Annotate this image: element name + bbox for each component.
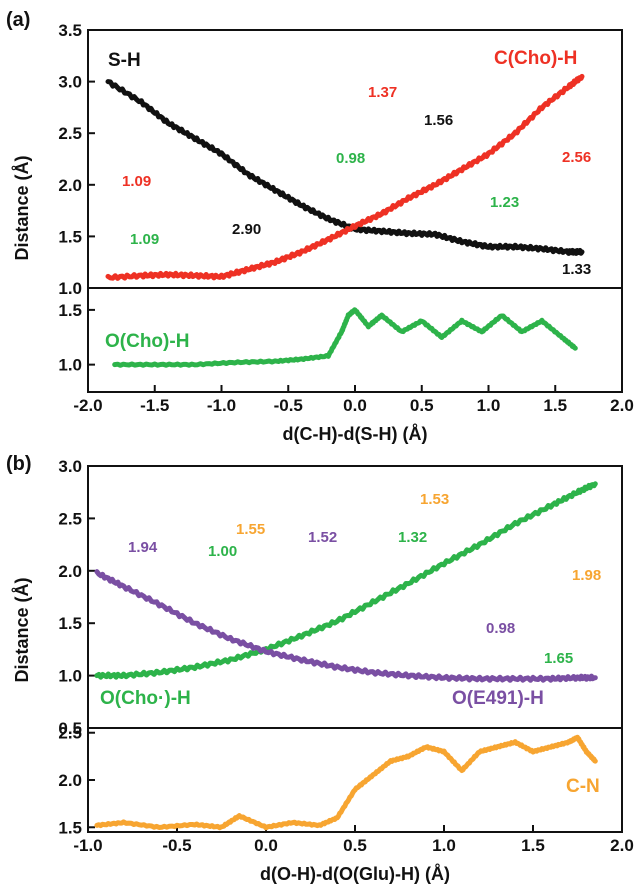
panel-b-x-axis-label: d(O-H)-d(O(Glu)-H) (Å) — [260, 864, 450, 884]
annotation-2-56: 2.56 — [562, 149, 591, 166]
annotation-1-52: 1.52 — [308, 529, 337, 546]
annotation-2-90: 2.90 — [232, 221, 261, 238]
annotation-1-53: 1.53 — [420, 491, 449, 508]
panel-a: (a) 1.0 1.5 2.0 2.5 3.0 3.5 1.0 1.5 -2.0 -1.5 -1.0… — [6, 9, 634, 444]
series-label-o-cho-h: O(Cho)-H — [105, 331, 189, 352]
panel-a-bottom-ytick-label: 1.0 — [58, 356, 82, 375]
panel-b: (b) 0.5 1.0 1.5 2.0 2.5 3.0 1.5 2.0 2.5 -1.0 -0.5 0… — [6, 453, 634, 884]
panel-a-xtick-label: -1.5 — [140, 396, 169, 415]
series-label-c-n: C-N — [566, 776, 600, 797]
panel-b-top-ytick-label: 3.0 — [58, 457, 82, 476]
panel-b-top-ytick-label: 2.5 — [58, 509, 82, 528]
panel-a-xtick-label: -0.5 — [274, 396, 303, 415]
panel-b-xtick-label: -1.0 — [73, 836, 102, 855]
annotation-0-98: 0.98 — [336, 150, 365, 167]
panel-b-top-ytick-label: 1.0 — [58, 667, 82, 686]
panel-b-bottom-ytick-label: 2.5 — [58, 724, 82, 743]
panel-a-top-ytick-label: 1.5 — [58, 227, 82, 246]
panel-b-bottom-plot-area — [87, 727, 623, 833]
panel-a-top-ytick-label: 1.0 — [58, 279, 82, 298]
panel-a-top-ytick-label: 2.5 — [58, 124, 82, 143]
annotation-1-37: 1.37 — [368, 84, 397, 101]
annotation-1-65: 1.65 — [544, 650, 573, 667]
panel-b-top-ytick-label: 0.5 — [58, 719, 82, 738]
annotation-1-56: 1.56 — [424, 112, 453, 129]
panel-a-bottom-series-o-cho-h — [112, 307, 578, 368]
panel-a-xtick-label: 0.5 — [410, 396, 434, 415]
panel-b-top-ytick-label: 1.5 — [58, 614, 82, 633]
annotation-1-94: 1.94 — [128, 539, 158, 556]
panel-b-label: (b) — [6, 453, 32, 475]
panel-a-x-axis-label: d(C-H)-d(S-H) (Å) — [283, 424, 428, 444]
series-label-o-e491-h: O(E491)-H — [452, 688, 544, 709]
panel-a-top-ytick-label: 3.0 — [58, 73, 82, 92]
panel-b-top-series-o-cho-h — [94, 481, 598, 680]
panel-b-bottom-ytick-label: 1.5 — [58, 818, 82, 837]
annotation-1-09-red: 1.09 — [122, 173, 151, 190]
panel-a-xtick-label: 0.0 — [343, 396, 367, 415]
series-label-o-cho-radical-h: O(Cho·)-H — [100, 688, 191, 709]
panel-a-top-series-s-h — [105, 79, 585, 256]
annotation-1-00: 1.00 — [208, 543, 237, 560]
series-label-c-cho-h: C(Cho)-H — [494, 48, 577, 69]
panel-a-label: (a) — [6, 9, 30, 31]
panel-a-xtick-label: -1.0 — [207, 396, 236, 415]
panel-a-bottom-ytick-label: 1.5 — [58, 301, 82, 320]
series-label-s-h: S-H — [108, 50, 141, 71]
panel-b-top-series-o-e491-h — [94, 569, 598, 683]
annotation-1-23: 1.23 — [490, 194, 519, 211]
annotation-1-55: 1.55 — [236, 521, 265, 538]
panel-b-xtick-label: 0.0 — [254, 836, 278, 855]
panel-b-top-ytick-label: 2.0 — [58, 562, 82, 581]
panel-b-xtick-label: -0.5 — [162, 836, 191, 855]
panel-a-xtick-label: 2.0 — [610, 396, 634, 415]
panel-b-y-axis-label: Distance (Å) — [12, 577, 32, 682]
panel-a-xtick-label: -2.0 — [73, 396, 102, 415]
panel-b-xtick-label: 1.5 — [521, 836, 545, 855]
panel-b-xtick-label: 0.5 — [343, 836, 367, 855]
panel-a-y-axis-label: Distance (Å) — [12, 155, 32, 260]
panel-a-top-ytick-label: 3.5 — [58, 21, 82, 40]
panel-b-bottom-series-c-n — [94, 734, 598, 831]
panel-a-top-ytick-label: 2.0 — [58, 176, 82, 195]
annotation-1-33: 1.33 — [562, 261, 591, 278]
panel-a-xtick-label: 1.5 — [543, 396, 567, 415]
panel-a-xtick-label: 1.0 — [477, 396, 501, 415]
annotation-1-09-green: 1.09 — [130, 231, 159, 248]
panel-b-xtick-label: 2.0 — [610, 836, 634, 855]
annotation-0-98-purple: 0.98 — [486, 620, 515, 637]
annotation-1-32: 1.32 — [398, 529, 427, 546]
panel-b-bottom-ytick-label: 2.0 — [58, 771, 82, 790]
annotation-1-98: 1.98 — [572, 567, 601, 584]
panel-b-xtick-label: 1.0 — [432, 836, 456, 855]
panel-a-top-series-c-cho-h — [105, 73, 585, 281]
